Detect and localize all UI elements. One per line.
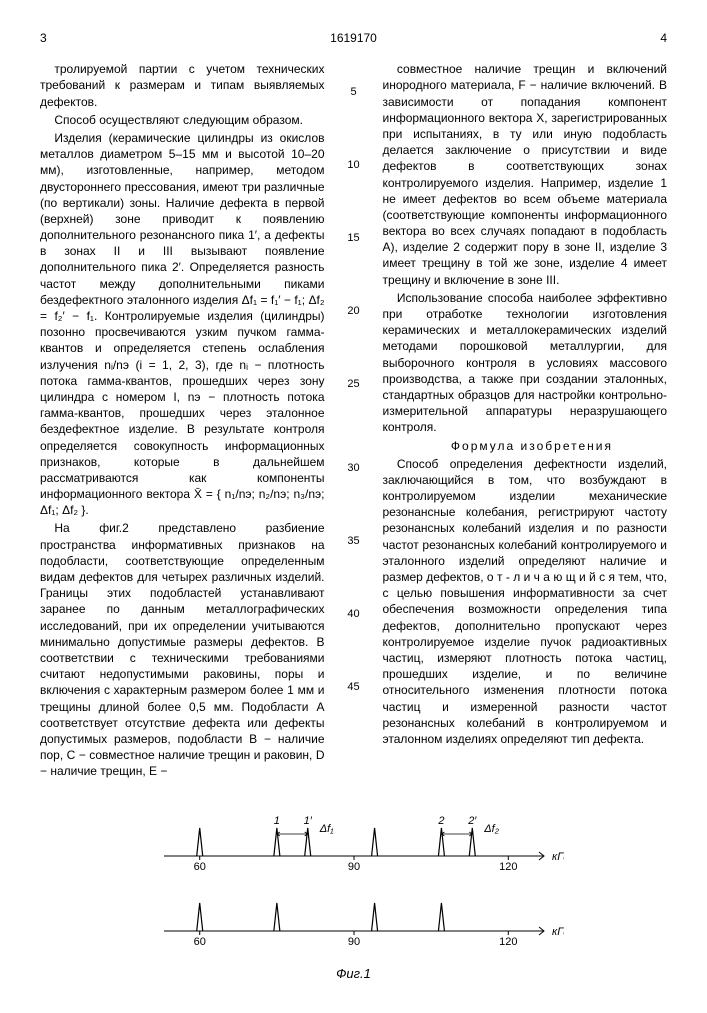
line-number: 35 [345,534,363,549]
page-header: 3 1619170 4 [40,30,667,46]
svg-text:Δf₂: Δf₂ [483,823,499,835]
svg-text:кГц: кГц [552,851,564,863]
svg-text:кГц: кГц [552,926,564,938]
line-number: 30 [345,461,363,476]
svg-text:Δf₁: Δf₁ [318,823,333,835]
line-number: 15 [345,231,363,246]
page-number-right: 4 [660,30,667,46]
resonance-peaks-chart: 60 90 120 кГц 1 1′ Δf₁ 2 2′ Δf₂ 60 90 120 кГц [144,801,564,961]
svg-text:2: 2 [437,815,444,827]
text-columns: тролируемой партии с учетом технических … [40,61,667,781]
line-number-gutter: 5 10 15 20 25 30 35 40 45 [345,61,363,781]
line-number: 5 [345,85,363,100]
figure-1: 60 90 120 кГц 1 1′ Δf₁ 2 2′ Δf₂ 60 90 120 кГц Фиг.1 [40,801,667,983]
paragraph: Изделия (керамические цилиндры из окисло… [40,130,325,519]
line-number: 40 [345,607,363,622]
paragraph: Способ осуществляют следующим образом. [40,112,325,128]
paragraph: Способ определения дефектности изделий, … [383,456,668,747]
line-number: 25 [345,377,363,392]
line-number: 10 [345,158,363,173]
paragraph: На фиг.2 представлено разбиение простран… [40,520,325,779]
formula-title: Формула изобретения [383,438,668,454]
svg-text:1′: 1′ [303,815,312,827]
document-number: 1619170 [330,30,377,46]
page-number-left: 3 [40,30,47,46]
svg-text:60: 60 [193,936,205,948]
svg-text:1: 1 [273,815,279,827]
line-number: 20 [345,304,363,319]
line-number: 45 [345,680,363,695]
paragraph: Использование способа наиболее эффективн… [383,290,668,436]
svg-text:120: 120 [499,936,517,948]
left-column: тролируемой партии с учетом технических … [40,61,325,781]
paragraph: тролируемой партии с учетом технических … [40,61,325,110]
figure-label: Фиг.1 [40,965,667,983]
svg-text:90: 90 [347,936,359,948]
svg-text:60: 60 [193,861,205,873]
paragraph: совместное наличие трещин и включений ин… [383,61,668,288]
svg-text:120: 120 [499,861,517,873]
right-column: совместное наличие трещин и включений ин… [383,61,668,781]
svg-text:2′: 2′ [467,815,477,827]
svg-text:90: 90 [347,861,359,873]
